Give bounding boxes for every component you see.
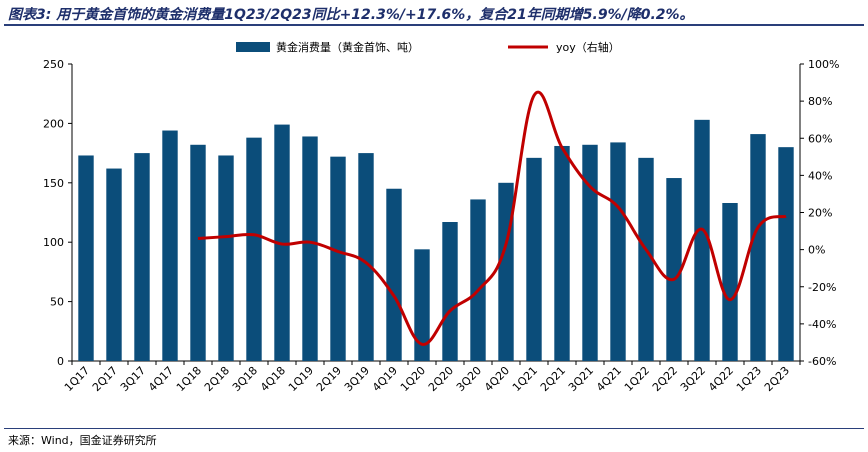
x-tick-label: 2Q18	[202, 364, 232, 394]
x-tick-label: 2Q19	[314, 364, 344, 394]
right-tick-label: -60%	[808, 355, 836, 368]
bar	[162, 130, 178, 361]
x-tick-label: 2Q22	[650, 364, 680, 394]
chart-title: 图表3: 用于黄金首饰的黄金消费量1Q23/2Q23同比+12.3%/+17.6…	[8, 7, 694, 23]
x-tick-label: 4Q22	[706, 364, 736, 394]
x-tick-label: 3Q20	[454, 364, 484, 394]
x-tick-label: 1Q20	[398, 364, 428, 394]
x-tick-label: 1Q21	[510, 364, 540, 394]
right-tick-label: 100%	[808, 58, 839, 71]
bar	[442, 222, 458, 361]
combo-chart: 0 50 100 150 200 250 -60% -40% -20% 0% 20% 40% 60% 80…	[43, 40, 839, 394]
bar	[638, 157, 654, 361]
bar	[78, 155, 94, 361]
left-tick-label: 200	[43, 117, 64, 130]
bar	[750, 134, 766, 361]
right-tick-label: -20%	[808, 281, 836, 294]
bar	[358, 153, 374, 361]
left-tick-label: 50	[50, 296, 64, 309]
right-tick-label: 0%	[808, 244, 825, 257]
x-tick-label: 3Q18	[230, 364, 260, 394]
bar	[554, 145, 570, 361]
right-tick-label: 60%	[808, 132, 832, 145]
x-tick-label: 1Q17	[62, 364, 92, 394]
bar	[330, 156, 346, 361]
bar	[218, 155, 234, 361]
x-tick-label: 1Q22	[622, 364, 652, 394]
x-tick-label: 3Q19	[342, 364, 372, 394]
legend-bar-label: 黄金消费量（黄金首饰、吨）	[276, 40, 419, 54]
legend-bar-swatch	[236, 42, 270, 52]
x-tick-label: 1Q18	[174, 364, 204, 394]
left-tick-label: 150	[43, 177, 64, 190]
bar	[498, 182, 514, 361]
legend-line-label: yoy（右轴）	[556, 40, 620, 54]
x-tick-label: 3Q17	[118, 364, 148, 394]
x-tick-label: 4Q20	[482, 364, 512, 394]
right-tick-label: -40%	[808, 318, 836, 331]
bar	[666, 178, 682, 361]
x-tick-label: 2Q20	[426, 364, 456, 394]
x-tick-label: 4Q21	[594, 364, 624, 394]
bar	[778, 147, 794, 361]
bar	[190, 144, 206, 361]
bar	[106, 168, 122, 361]
x-tick-label: 1Q19	[286, 364, 316, 394]
x-tick-label: 4Q18	[258, 364, 288, 394]
bar	[610, 142, 626, 361]
bar	[526, 157, 542, 361]
left-tick-label: 100	[43, 236, 64, 249]
bar	[694, 119, 710, 361]
bar	[470, 199, 486, 361]
x-tick-label: 2Q23	[762, 364, 792, 394]
x-tick-label: 2Q21	[538, 364, 568, 394]
x-tick-label: 3Q22	[678, 364, 708, 394]
source-divider	[4, 428, 864, 429]
title-divider	[4, 24, 864, 26]
right-tick-label: 20%	[808, 207, 832, 220]
left-tick-label: 250	[43, 58, 64, 71]
left-tick-label: 0	[57, 355, 64, 368]
bar	[722, 202, 738, 361]
x-tick-label: 1Q23	[734, 364, 764, 394]
x-tick-label: 4Q19	[370, 364, 400, 394]
bar	[414, 249, 430, 361]
yoy-line	[197, 90, 787, 346]
bar	[386, 188, 402, 361]
bar	[246, 137, 262, 361]
x-tick-label: 2Q17	[90, 364, 120, 394]
bar	[582, 144, 598, 361]
x-tick-label: 4Q17	[146, 364, 176, 394]
right-tick-label: 40%	[808, 169, 832, 182]
bar	[302, 136, 318, 361]
source-note: 来源：Wind，国金证券研究所	[8, 434, 157, 447]
bar	[134, 153, 150, 361]
x-tick-label: 3Q21	[566, 364, 596, 394]
right-tick-label: 80%	[808, 95, 832, 108]
